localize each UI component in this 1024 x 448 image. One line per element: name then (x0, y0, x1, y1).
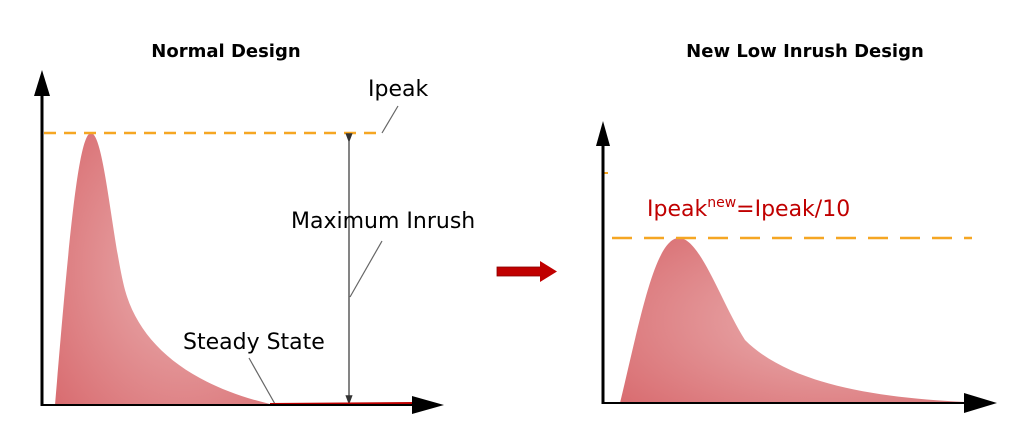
formula-superscript: new (707, 195, 736, 211)
transition-arrow-icon (540, 261, 557, 282)
low-inrush-curve (620, 238, 965, 403)
left-title: Normal Design (151, 41, 300, 62)
ipeak-label: Ipeak (368, 77, 428, 102)
right-x-axis-arrow-icon (964, 393, 997, 413)
right-title: New Low Inrush Design (686, 41, 924, 62)
formula-base: Ipeak (647, 197, 707, 222)
ipeak-leader (381, 105, 399, 134)
steady-state-line (269, 402, 416, 405)
max-inrush-label: Maximum Inrush (291, 209, 475, 234)
transition-arrow-body (496, 266, 542, 277)
steady-state-label: Steady State (183, 330, 325, 355)
formula-rest: =Ipeak/10 (736, 197, 850, 222)
right-y-axis-arrow-icon (596, 121, 610, 146)
left-x-axis-arrow-icon (412, 396, 444, 414)
normal-inrush-curve (55, 133, 270, 405)
left-y-axis-arrow-icon (34, 70, 50, 96)
max-inrush-leader (349, 240, 383, 298)
steady-state-leader (248, 357, 276, 405)
ipeak-new-formula: Ipeaknew=Ipeak/10 (647, 195, 850, 222)
